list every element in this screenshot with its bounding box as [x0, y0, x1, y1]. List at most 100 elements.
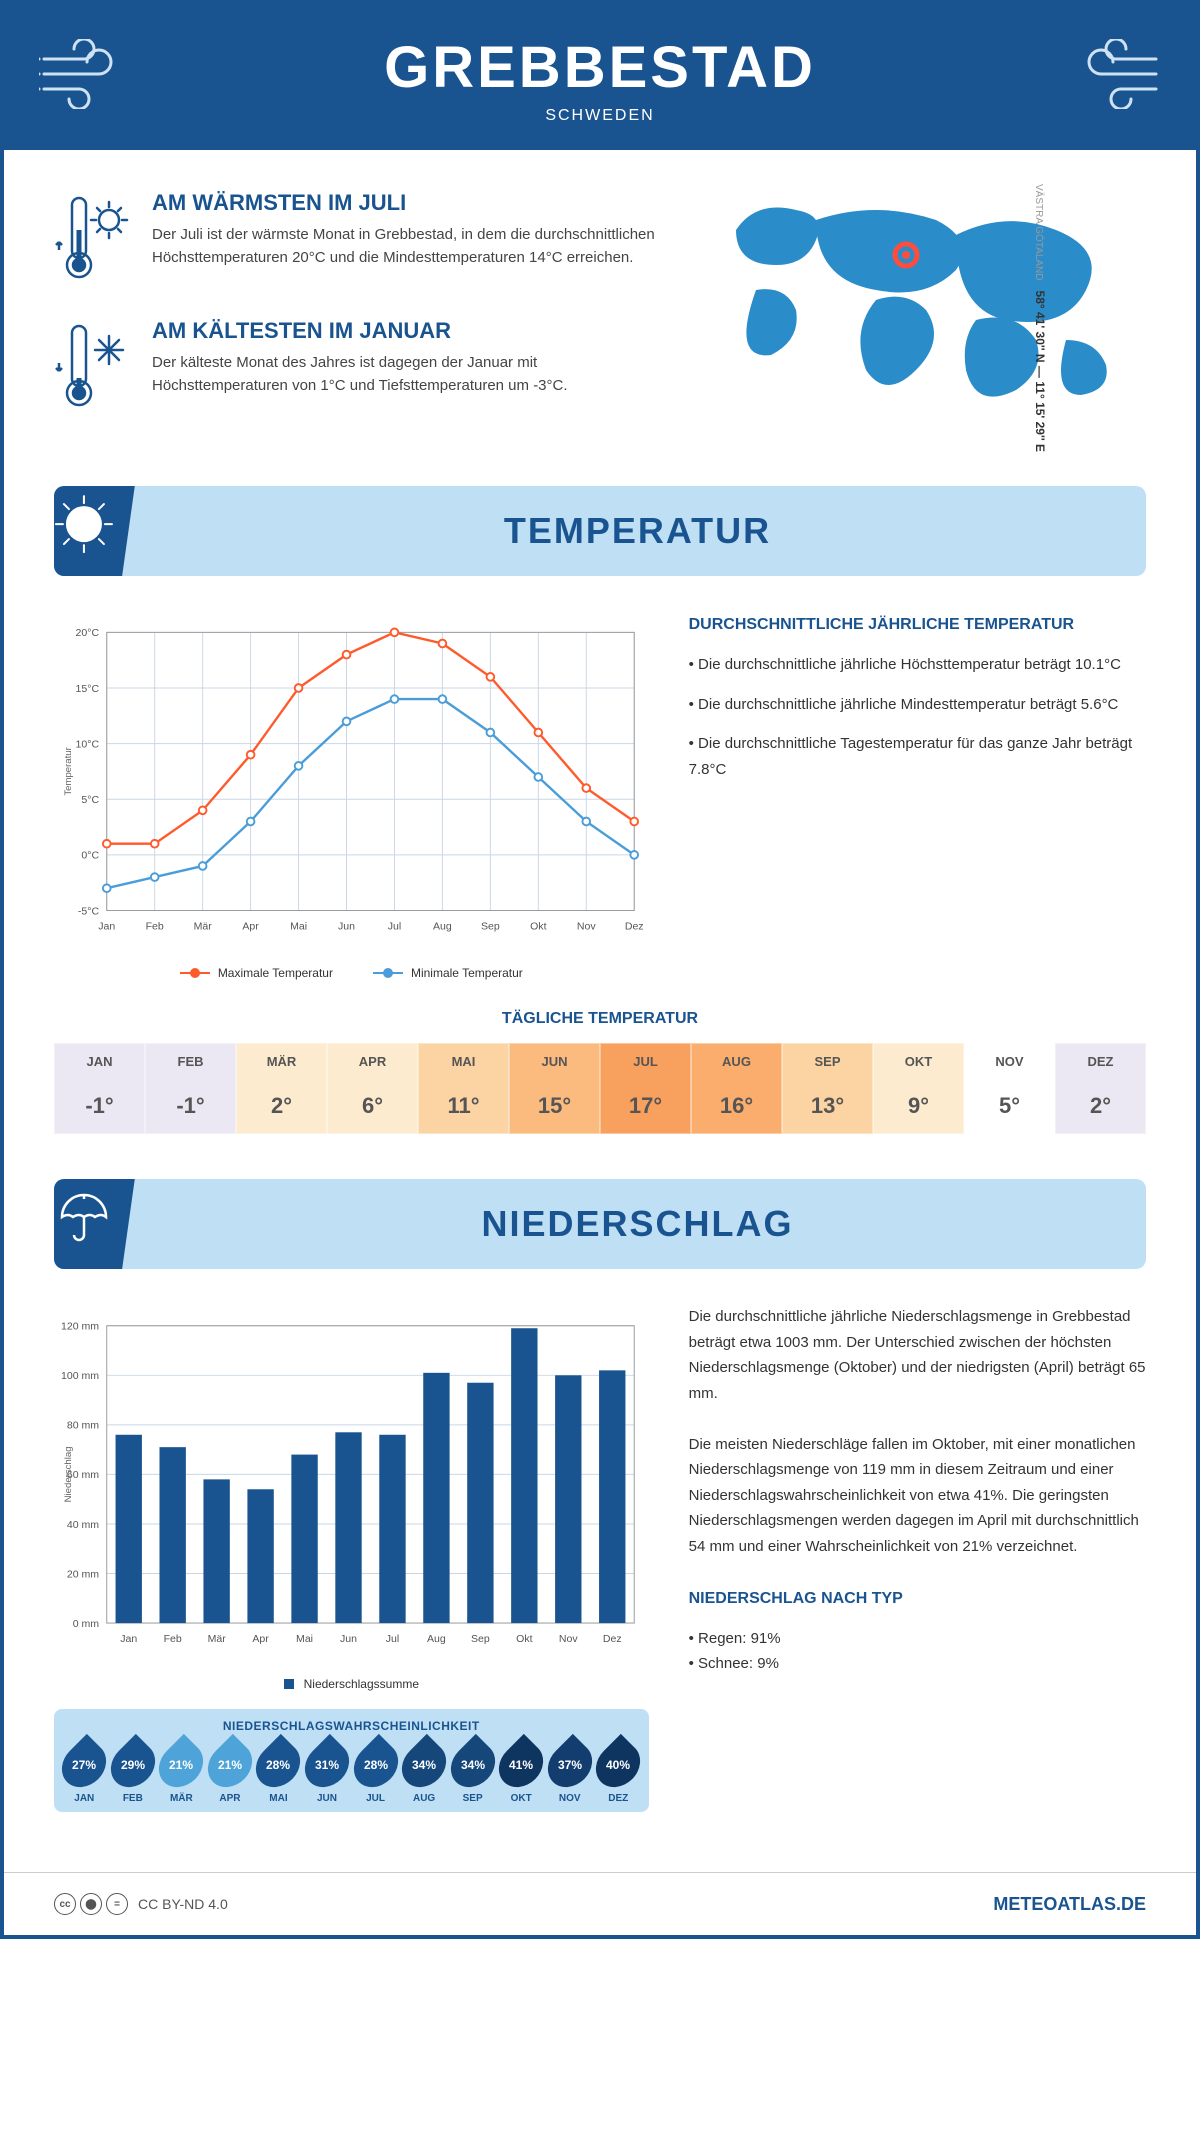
month-label: MAI — [254, 1793, 303, 1804]
svg-text:Feb: Feb — [146, 921, 164, 933]
svg-text:Jan: Jan — [98, 921, 115, 933]
type-item: • Regen: 91% — [689, 1626, 1146, 1652]
drop-cell: 21%MÄR — [157, 1741, 206, 1804]
raindrop-icon: 29% — [102, 1734, 164, 1796]
country-label: SCHWEDEN — [24, 107, 1176, 125]
raindrop-icon: 28% — [247, 1734, 309, 1796]
month-label: FEB — [109, 1793, 158, 1804]
daily-cell: JUL17° — [600, 1043, 691, 1134]
month-label: APR — [328, 1044, 417, 1079]
license-text: CC BY-ND 4.0 — [138, 1896, 228, 1912]
svg-text:Jul: Jul — [388, 921, 401, 933]
raindrop-icon: 34% — [393, 1734, 455, 1796]
month-label: MÄR — [157, 1793, 206, 1804]
svg-text:0°C: 0°C — [81, 850, 99, 862]
header: GREBBESTAD SCHWEDEN — [4, 4, 1196, 150]
legend-label: Niederschlagssumme — [304, 1677, 419, 1691]
desc-paragraph: Die durchschnittliche jährliche Niedersc… — [689, 1304, 1146, 1406]
footer: cc ⬤ = CC BY-ND 4.0 METEOATLAS.DE — [4, 1872, 1196, 1935]
raindrop-icon: 40% — [587, 1734, 649, 1796]
desc-title: DURCHSCHNITTLICHE JÄHRLICHE TEMPERATUR — [689, 611, 1146, 638]
svg-text:Sep: Sep — [481, 921, 500, 933]
svg-text:Apr: Apr — [242, 921, 259, 933]
precipitation-bar-chart: 0 mm20 mm40 mm60 mm80 mm100 mm120 mmNied… — [54, 1304, 649, 1812]
raindrop-icon: 37% — [539, 1734, 601, 1796]
type-title: NIEDERSCHLAG NACH TYP — [689, 1585, 1146, 1612]
svg-text:Jan: Jan — [120, 1633, 137, 1645]
svg-text:Temperatur: Temperatur — [63, 746, 74, 795]
month-label: DEZ — [1056, 1044, 1145, 1079]
month-label: JUN — [303, 1793, 352, 1804]
temperature-line-chart: -5°C0°C5°C10°C15°C20°CJanFebMärAprMaiJun… — [54, 611, 649, 980]
chart-legend: Maximale Temperatur Minimale Temperatur — [54, 966, 649, 980]
raindrop-icon: 34% — [442, 1734, 504, 1796]
wind-icon — [39, 39, 129, 114]
section-title: NIEDERSCHLAG — [129, 1203, 1146, 1245]
month-label: MÄR — [237, 1044, 326, 1079]
world-map: VÄSTRA GÖTALAND 58° 41' 30'' N — 11° 15'… — [696, 190, 1146, 446]
svg-text:Mär: Mär — [194, 921, 213, 933]
daily-cell: DEZ2° — [1055, 1043, 1146, 1134]
svg-text:Niederschlag: Niederschlag — [63, 1446, 74, 1502]
svg-text:Mär: Mär — [208, 1633, 227, 1645]
daily-cell: MÄR2° — [236, 1043, 327, 1134]
raindrop-icon: 28% — [344, 1734, 406, 1796]
desc-item: • Die durchschnittliche Tagestemperatur … — [689, 731, 1146, 782]
coldest-text: Der kälteste Monat des Jahres ist dagege… — [152, 352, 656, 397]
month-label: SEP — [783, 1044, 872, 1079]
coordinates-label: VÄSTRA GÖTALAND 58° 41' 30'' N — 11° 15'… — [1033, 184, 1047, 452]
drop-cell: 34%AUG — [400, 1741, 449, 1804]
warmest-text: Der Juli ist der wärmste Monat in Grebbe… — [152, 224, 656, 269]
site-name: METEOATLAS.DE — [993, 1894, 1146, 1915]
svg-text:Feb: Feb — [164, 1633, 182, 1645]
month-label: JUL — [601, 1044, 690, 1079]
temp-value: 16° — [692, 1079, 781, 1133]
month-label: JUN — [510, 1044, 599, 1079]
temp-value: 2° — [237, 1079, 326, 1133]
thermometer-sun-icon — [54, 190, 134, 290]
temp-value: 15° — [510, 1079, 599, 1133]
svg-text:Mai: Mai — [290, 921, 307, 933]
drop-cell: 28%MAI — [254, 1741, 303, 1804]
daily-cell: SEP13° — [782, 1043, 873, 1134]
sun-icon — [54, 486, 137, 576]
svg-text:80 mm: 80 mm — [67, 1420, 99, 1432]
temp-value: 2° — [1056, 1079, 1145, 1133]
month-label: NOV — [965, 1044, 1054, 1079]
drop-cell: 34%SEP — [448, 1741, 497, 1804]
temp-value: 13° — [783, 1079, 872, 1133]
daily-cell: OKT9° — [873, 1043, 964, 1134]
prob-title: NIEDERSCHLAGSWAHRSCHEINLICHKEIT — [60, 1719, 643, 1733]
legend-min-label: Minimale Temperatur — [411, 966, 523, 980]
svg-text:120 mm: 120 mm — [61, 1321, 99, 1333]
drop-cell: 41%OKT — [497, 1741, 546, 1804]
svg-text:0 mm: 0 mm — [73, 1618, 100, 1630]
coldest-title: AM KÄLTESTEN IM JANUAR — [152, 318, 656, 344]
svg-text:15°C: 15°C — [76, 683, 100, 695]
month-label: MAI — [419, 1044, 508, 1079]
section-banner-temperature: TEMPERATUR — [54, 486, 1146, 576]
temp-value: -1° — [55, 1079, 144, 1133]
desc-paragraph: Die meisten Niederschläge fallen im Okto… — [689, 1432, 1146, 1560]
svg-text:Aug: Aug — [427, 1633, 446, 1645]
map-icon — [696, 190, 1146, 420]
drop-cell: 27%JAN — [60, 1741, 109, 1804]
temp-value: -1° — [146, 1079, 235, 1133]
drop-cell: 37%NOV — [545, 1741, 594, 1804]
month-label: SEP — [448, 1793, 497, 1804]
svg-text:100 mm: 100 mm — [61, 1370, 99, 1382]
svg-text:Nov: Nov — [559, 1633, 578, 1645]
svg-text:20 mm: 20 mm — [67, 1568, 99, 1580]
infographic-page: GREBBESTAD SCHWEDEN — [0, 0, 1200, 1939]
daily-cell: NOV5° — [964, 1043, 1055, 1134]
daily-cell: MAI11° — [418, 1043, 509, 1134]
coldest-block: AM KÄLTESTEN IM JANUAR Der kälteste Mona… — [54, 318, 656, 418]
svg-text:Okt: Okt — [516, 1633, 532, 1645]
temp-value: 6° — [328, 1079, 417, 1133]
legend-max-label: Maximale Temperatur — [218, 966, 333, 980]
svg-text:Nov: Nov — [577, 921, 596, 933]
svg-text:Jun: Jun — [340, 1633, 357, 1645]
month-label: JUL — [351, 1793, 400, 1804]
drop-cell: 21%APR — [206, 1741, 255, 1804]
daily-temp-title: TÄGLICHE TEMPERATUR — [54, 1010, 1146, 1028]
